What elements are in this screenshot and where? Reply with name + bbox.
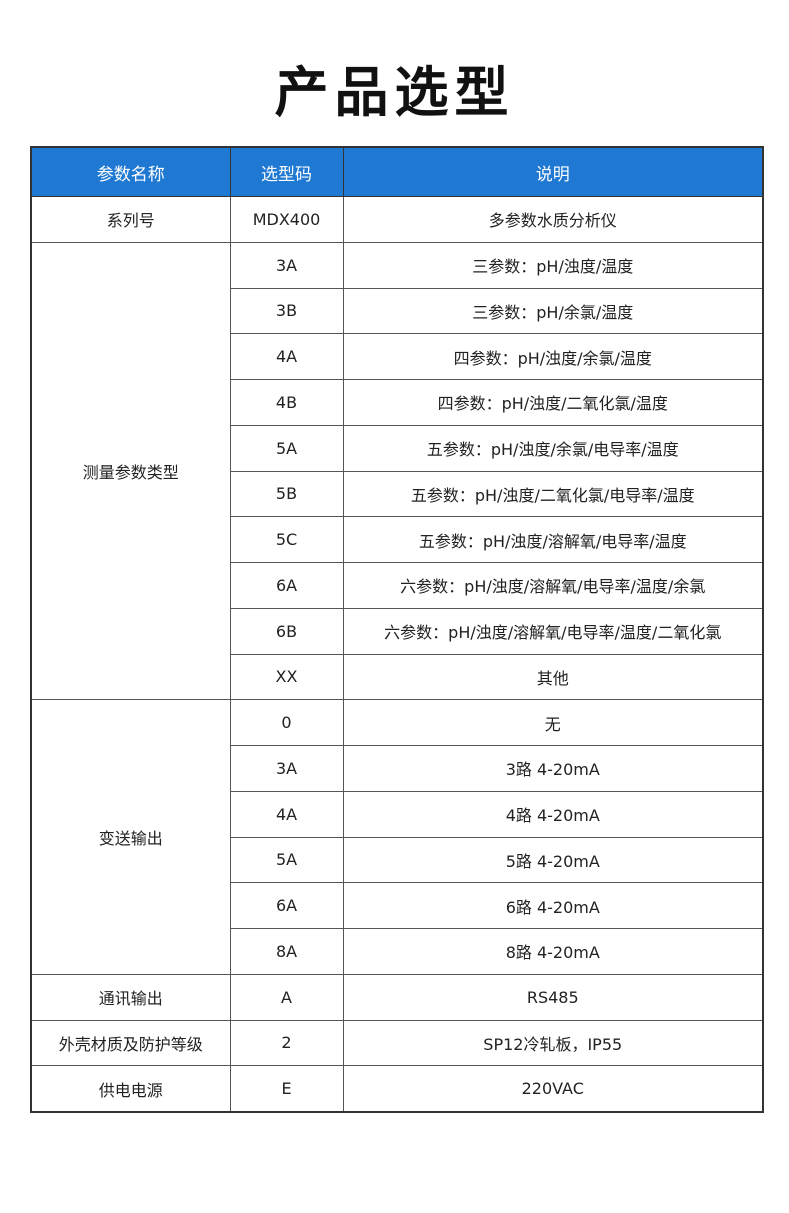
code-cell: A bbox=[229, 973, 344, 1021]
code-cell: 6A bbox=[229, 562, 344, 609]
code-cell: 4B bbox=[229, 379, 344, 426]
table-row: 通讯输出 A RS485 bbox=[30, 973, 764, 1021]
table-row: 6A 6路 4-20mA bbox=[31, 882, 764, 929]
header-param-name: 参数名称 bbox=[30, 146, 231, 197]
code-cell: 2 bbox=[229, 1019, 344, 1067]
selection-table: 参数名称 选型码 说明 系列号 MDX400 多参数水质分析仪 测量参数类型 3A 三参数… bbox=[30, 146, 764, 1113]
code-cell: 5A bbox=[229, 836, 344, 884]
code-cell: 8A bbox=[229, 928, 344, 975]
header-code: 选型码 bbox=[229, 146, 344, 197]
table-row: 4B 四参数：pH/浊度/二氧化氯/温度 bbox=[31, 379, 764, 426]
table-row: 6B 六参数：pH/浊度/溶解氧/电导率/温度/二氧化氯 bbox=[31, 607, 764, 655]
table-row: 系列号 MDX400 多参数水质分析仪 bbox=[30, 196, 764, 243]
param-name-cell: 供电电源 bbox=[30, 1065, 231, 1113]
code-cell: 5A bbox=[229, 424, 344, 472]
code-cell: 4A bbox=[229, 790, 344, 838]
description-cell: 5路 4-20mA bbox=[342, 836, 764, 884]
param-name-cell: 系列号 bbox=[30, 196, 231, 243]
code-cell: XX bbox=[229, 653, 344, 701]
description-cell: 无 bbox=[342, 699, 764, 746]
table-row: 4A 4路 4-20mA bbox=[31, 790, 764, 838]
table-row: 5A 五参数：pH/浊度/余氯/电导率/温度 bbox=[31, 424, 764, 472]
description-cell: 8路 4-20mA bbox=[342, 928, 764, 975]
code-cell: 3A bbox=[229, 745, 344, 792]
table-row: 5B 五参数：pH/浊度/二氧化氯/电导率/温度 bbox=[31, 470, 764, 518]
code-cell: 4A bbox=[229, 333, 344, 380]
table-row: 变送输出 0 无 bbox=[30, 699, 764, 975]
description-cell: 220VAC bbox=[342, 1065, 764, 1113]
description-cell: 多参数水质分析仪 bbox=[342, 196, 764, 243]
param-name-cell: 测量参数类型 bbox=[30, 241, 231, 701]
description-cell: 四参数：pH/浊度/二氧化氯/温度 bbox=[342, 379, 764, 426]
description-cell: 三参数：pH/浊度/温度 bbox=[342, 241, 764, 289]
code-cell: 0 bbox=[229, 699, 344, 746]
table-row: 6A 六参数：pH/浊度/溶解氧/电导率/温度/余氯 bbox=[31, 562, 764, 609]
param-name-cell: 通讯输出 bbox=[30, 973, 231, 1021]
code-cell: 3A bbox=[229, 241, 344, 289]
code-cell: 6B bbox=[229, 607, 344, 655]
description-cell: 五参数：pH/浊度/二氧化氯/电导率/温度 bbox=[342, 470, 764, 518]
description-cell: 其他 bbox=[342, 653, 764, 701]
table-row: 测量参数类型 3A 三参数：pH/浊度/温度 bbox=[30, 241, 764, 701]
description-cell: 五参数：pH/浊度/余氯/电导率/温度 bbox=[342, 424, 764, 472]
param-name-cell: 外壳材质及防护等级 bbox=[30, 1019, 231, 1067]
code-cell: E bbox=[229, 1065, 344, 1113]
code-cell: 6A bbox=[229, 882, 344, 929]
table-row: 8A 8路 4-20mA bbox=[31, 928, 764, 975]
code-cell: MDX400 bbox=[229, 196, 344, 243]
table-row: 3A 3路 4-20mA bbox=[31, 745, 764, 792]
table-row: 4A 四参数：pH/浊度/余氯/温度 bbox=[31, 333, 764, 380]
description-cell: 三参数：pH/余氯/温度 bbox=[342, 287, 764, 335]
table-row: 5C 五参数：pH/浊度/溶解氧/电导率/温度 bbox=[31, 516, 764, 563]
code-cell: 5C bbox=[229, 516, 344, 563]
description-cell: 四参数：pH/浊度/余氯/温度 bbox=[342, 333, 764, 380]
code-cell: 3B bbox=[229, 287, 344, 335]
header-description: 说明 bbox=[342, 146, 764, 197]
table-row: 3B 三参数：pH/余氯/温度 bbox=[31, 287, 764, 335]
description-cell: RS485 bbox=[342, 973, 764, 1021]
description-cell: 6路 4-20mA bbox=[342, 882, 764, 929]
description-cell: SP12冷轧板，IP55 bbox=[342, 1019, 764, 1067]
description-cell: 3路 4-20mA bbox=[342, 745, 764, 792]
table-header-row: 参数名称 选型码 说明 bbox=[30, 146, 764, 197]
description-cell: 五参数：pH/浊度/溶解氧/电导率/温度 bbox=[342, 516, 764, 563]
code-cell: 5B bbox=[229, 470, 344, 518]
table-row: 5A 5路 4-20mA bbox=[31, 836, 764, 884]
description-cell: 4路 4-20mA bbox=[342, 790, 764, 838]
page-title: 产品选型 bbox=[274, 61, 515, 124]
description-cell: 六参数：pH/浊度/溶解氧/电导率/温度/二氧化氯 bbox=[342, 607, 764, 655]
description-cell: 六参数：pH/浊度/溶解氧/电导率/温度/余氯 bbox=[342, 562, 764, 609]
table-row: 外壳材质及防护等级 2 SP12冷轧板，IP55 bbox=[30, 1019, 764, 1067]
table-row: 供电电源 E 220VAC bbox=[30, 1065, 764, 1113]
param-name-cell: 变送输出 bbox=[30, 699, 231, 975]
